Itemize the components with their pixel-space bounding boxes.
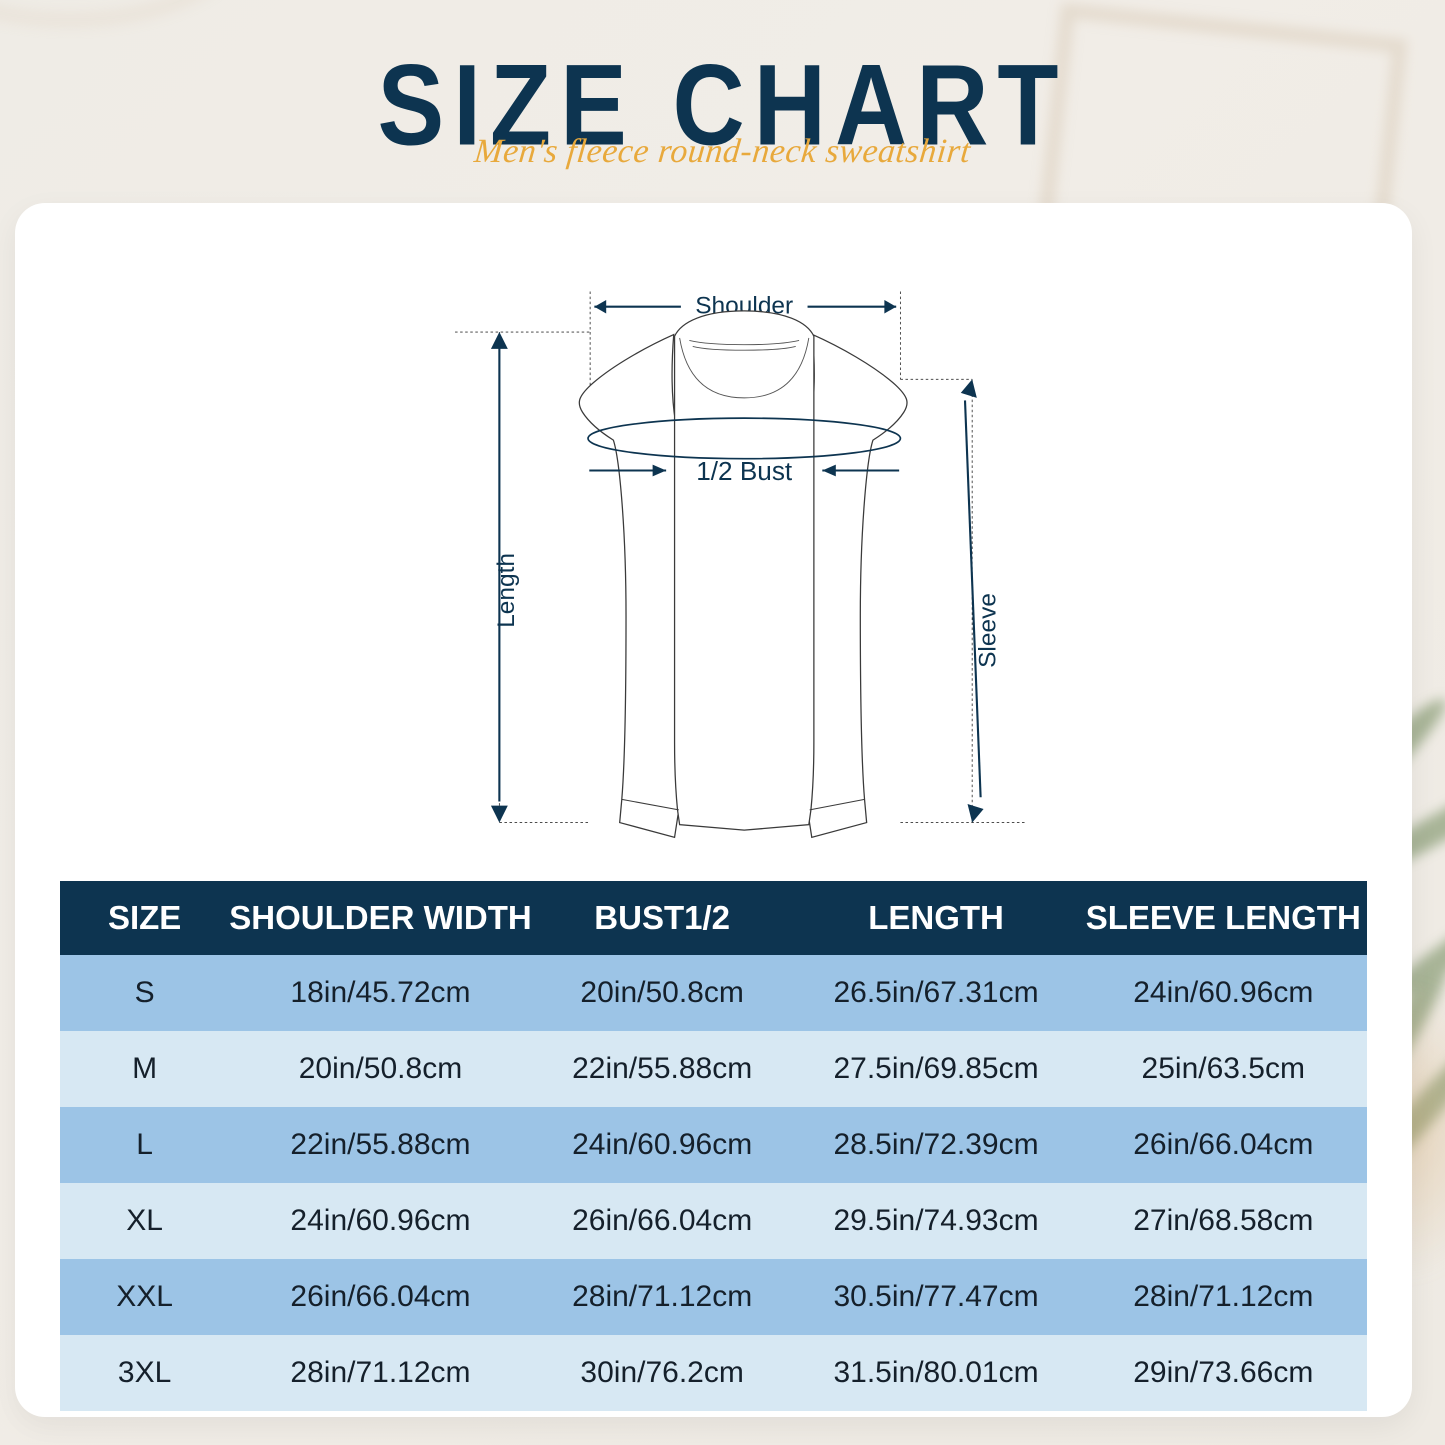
svg-text:Length: Length — [493, 553, 520, 628]
svg-text:Sleeve: Sleeve — [974, 593, 1001, 668]
svg-text:1/2 Bust: 1/2 Bust — [696, 456, 793, 486]
